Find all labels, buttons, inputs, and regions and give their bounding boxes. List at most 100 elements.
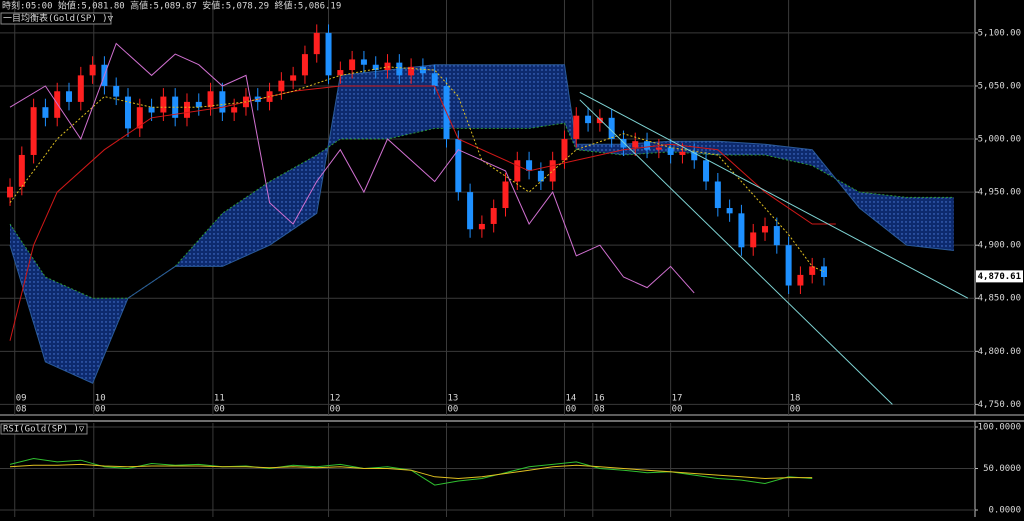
candle-body xyxy=(467,192,474,230)
candle-body xyxy=(408,66,415,76)
candle-body xyxy=(762,226,769,233)
candle-body xyxy=(290,75,297,81)
candle-body xyxy=(596,117,603,124)
rsi-tab[interactable] xyxy=(0,423,88,435)
candle-body xyxy=(148,107,155,113)
candle-body xyxy=(136,107,143,129)
y-tick-label: 4,850.00 xyxy=(978,294,1021,304)
candle-body xyxy=(42,107,49,118)
y-tick-label: 50.0000 xyxy=(983,464,1021,474)
x-tick-label: 12 xyxy=(330,394,341,404)
candle-body xyxy=(655,147,662,150)
candle-body xyxy=(30,107,37,155)
candle-body xyxy=(455,139,462,193)
candle-body xyxy=(679,151,686,155)
candle-body xyxy=(809,266,816,275)
candle-body xyxy=(231,107,238,113)
candle-body xyxy=(526,160,533,171)
indicator-tab[interactable] xyxy=(0,12,112,25)
candle-body xyxy=(301,54,308,76)
candle-body xyxy=(372,64,379,71)
candle-body xyxy=(313,32,320,55)
x-tick-sublabel: 00 xyxy=(330,405,341,415)
x-tick-label: 10 xyxy=(95,394,106,404)
indicator-line xyxy=(9,42,695,294)
candle-body xyxy=(726,208,733,214)
candle-body xyxy=(7,186,14,198)
candle-body xyxy=(738,213,745,248)
candle-body xyxy=(183,101,190,118)
candle-body xyxy=(773,226,780,246)
last-price-box xyxy=(976,270,1023,283)
candle-body xyxy=(478,223,485,230)
candle-body xyxy=(207,91,214,108)
candle-body xyxy=(785,245,792,286)
candle-body xyxy=(490,208,497,224)
x-tick-sublabel: 08 xyxy=(16,405,27,415)
x-tick-sublabel: 00 xyxy=(214,405,225,415)
candle-body xyxy=(89,64,96,76)
x-tick-sublabel: 00 xyxy=(448,405,459,415)
candle-body xyxy=(667,147,674,155)
candle-body xyxy=(337,70,344,76)
candle-body xyxy=(160,96,167,113)
y-tick-label: 4,950.00 xyxy=(978,188,1021,198)
x-tick-label: 17 xyxy=(672,394,683,404)
y-tick-label: 4,800.00 xyxy=(978,347,1021,357)
header-info: 時刻:05:00 始値:5,081.80 高値:5,089.87 安値:5,07… xyxy=(2,0,341,12)
trend-line xyxy=(579,99,893,405)
candle-body xyxy=(77,75,84,102)
candle-body xyxy=(431,73,438,86)
candle-body xyxy=(608,117,615,140)
x-tick-label: 09 xyxy=(16,394,27,404)
candle-body xyxy=(797,274,804,286)
y-tick-label: 4,750.00 xyxy=(978,400,1021,410)
candle-body xyxy=(66,91,73,102)
candle-body xyxy=(691,151,698,161)
rsi-line xyxy=(9,463,813,480)
candle-body xyxy=(502,181,509,209)
x-tick-sublabel: 00 xyxy=(790,405,801,415)
candle-body xyxy=(585,115,592,124)
x-tick-label: 11 xyxy=(214,394,225,404)
indicator-title[interactable]: 一目均衡表(Gold(SP) )▽ xyxy=(3,12,114,24)
y-tick-label: 100.0000 xyxy=(978,422,1021,432)
x-tick-sublabel: 00 xyxy=(565,405,576,415)
trend-line xyxy=(579,91,969,299)
candle-body xyxy=(620,139,627,148)
last-price-label: 4,870.61 xyxy=(978,272,1021,282)
candle-body xyxy=(703,160,710,182)
candle-body xyxy=(396,62,403,76)
candle-body xyxy=(18,154,25,187)
candle-body xyxy=(325,32,332,76)
candle-body xyxy=(573,115,580,140)
candle-body xyxy=(219,91,226,113)
span-b-line xyxy=(9,64,954,384)
candle-body xyxy=(172,96,179,118)
rsi-title[interactable]: RSI(Gold(SP) )▽ xyxy=(3,425,85,435)
y-tick-label: 0.0000 xyxy=(988,506,1021,516)
candle-body xyxy=(419,66,426,74)
candle-body xyxy=(549,160,556,182)
candle-body xyxy=(349,59,356,71)
ichimoku-cloud xyxy=(10,64,954,384)
candle-body xyxy=(124,96,131,129)
y-tick-label: 5,000.00 xyxy=(978,135,1021,145)
candle-body xyxy=(821,266,828,278)
candle-body xyxy=(714,181,721,209)
indicator-line xyxy=(9,66,825,273)
candle-body xyxy=(384,62,391,71)
x-tick-label: 14 xyxy=(565,394,576,404)
x-tick-label: 16 xyxy=(594,394,605,404)
y-tick-label: 5,100.00 xyxy=(978,28,1021,38)
candle-body xyxy=(537,170,544,182)
candle-body xyxy=(514,160,521,182)
y-tick-label: 4,900.00 xyxy=(978,241,1021,251)
candle-body xyxy=(113,85,120,97)
x-tick-label: 13 xyxy=(448,394,459,404)
x-tick-label: 18 xyxy=(790,394,801,404)
candle-body xyxy=(644,141,651,150)
candle-body xyxy=(561,139,568,161)
